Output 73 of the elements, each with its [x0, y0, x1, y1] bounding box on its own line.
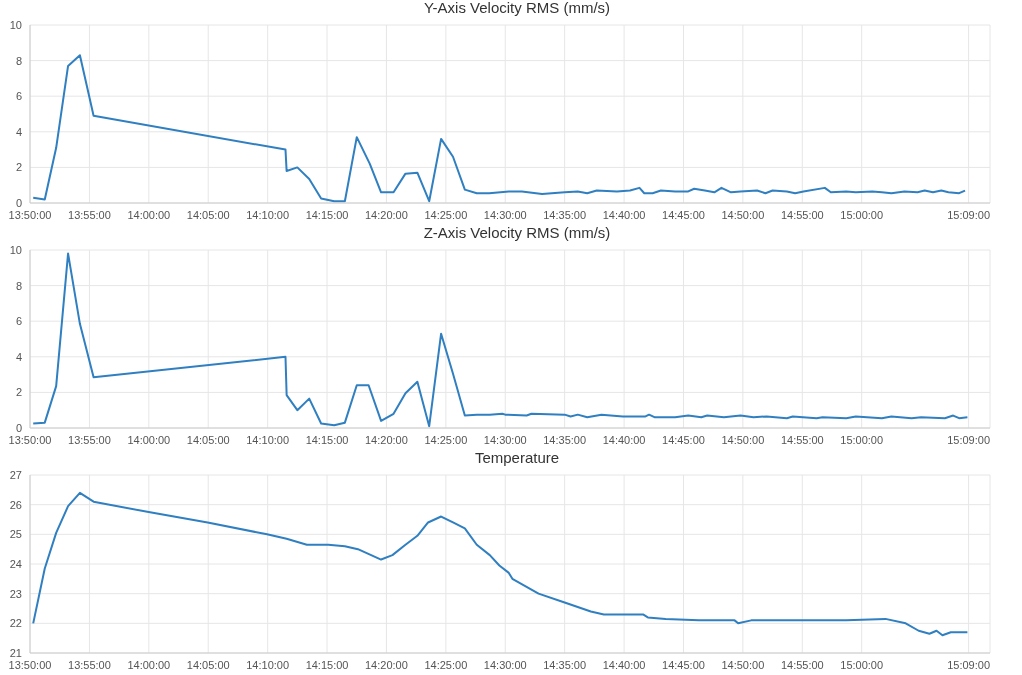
y-tick-label: 6	[15, 315, 22, 328]
x-tick-label: 13:55:00	[68, 208, 111, 221]
x-tick-label: 14:00:00	[127, 208, 171, 221]
y-tick-label: 21	[9, 646, 22, 659]
x-tick-label: 14:25:00	[424, 433, 468, 446]
x-tick-label: 14:00:00	[127, 433, 171, 446]
chart-title: Y-Axis Velocity RMS (mm/s)	[422, 0, 612, 16]
x-tick-label: 14:30:00	[483, 658, 527, 671]
chart-title: Temperature	[473, 449, 561, 466]
x-tick-label: 14:20:00	[365, 658, 408, 671]
line-series	[32, 252, 969, 428]
x-tick-label: 14:00:00	[127, 658, 171, 671]
y-tick-label: 10	[9, 18, 22, 31]
y-tick-label: 2	[15, 386, 22, 399]
x-tick-label: 14:40:00	[602, 433, 646, 446]
y-tick-label: 0	[15, 421, 22, 434]
x-tick-label: 14:35:00	[543, 208, 587, 221]
y-tick-label: 25	[9, 528, 22, 541]
x-tick-label: 14:10:00	[246, 433, 290, 446]
x-tick-label: 14:20:00	[365, 208, 408, 221]
x-tick-label: 14:55:00	[780, 433, 824, 446]
x-tick-label: 13:50:00	[8, 658, 52, 671]
chart-title: Z-Axis Velocity RMS (mm/s)	[422, 224, 612, 241]
x-tick-label: 13:50:00	[8, 433, 52, 446]
y-tick-label: 0	[15, 196, 22, 209]
x-tick-label: 14:30:00	[483, 433, 527, 446]
x-tick-label: 14:10:00	[246, 658, 290, 671]
x-tick-label: 13:50:00	[8, 208, 52, 221]
x-tick-label: 15:09:00	[947, 208, 991, 221]
x-tick-label: 14:15:00	[305, 433, 349, 446]
x-tick-label: 14:25:00	[424, 658, 468, 671]
x-tick-label: 14:40:00	[602, 658, 646, 671]
y-tick-label: 10	[9, 243, 22, 256]
x-tick-label: 14:45:00	[662, 208, 705, 221]
x-tick-label: 14:10:00	[246, 208, 290, 221]
y-tick-label: 22	[9, 617, 22, 630]
x-tick-label: 14:30:00	[483, 208, 527, 221]
x-tick-label: 14:40:00	[602, 208, 646, 221]
x-tick-label: 14:05:00	[186, 658, 230, 671]
y-tick-label: 8	[15, 54, 22, 67]
x-tick-label: 14:35:00	[543, 658, 587, 671]
x-tick-label: 14:05:00	[186, 208, 230, 221]
x-tick-label: 15:00:00	[840, 208, 884, 221]
y-tick-label: 24	[9, 557, 22, 570]
x-tick-label: 13:55:00	[68, 658, 111, 671]
x-tick-label: 15:00:00	[840, 433, 884, 446]
x-tick-label: 14:50:00	[721, 208, 765, 221]
y-tick-label: 6	[15, 90, 22, 103]
x-tick-label: 14:55:00	[780, 658, 824, 671]
x-tick-label: 14:45:00	[662, 433, 705, 446]
x-tick-label: 14:25:00	[424, 208, 468, 221]
x-tick-label: 14:50:00	[721, 658, 765, 671]
y-tick-label: 4	[15, 125, 22, 138]
line-series	[32, 491, 969, 637]
x-tick-label: 14:15:00	[305, 658, 349, 671]
x-tick-label: 15:00:00	[840, 658, 884, 671]
x-tick-label: 13:55:00	[68, 433, 111, 446]
y-tick-label: 2	[15, 161, 22, 174]
x-tick-label: 15:09:00	[947, 433, 991, 446]
y-tick-label: 27	[9, 468, 22, 481]
x-tick-label: 15:09:00	[947, 658, 991, 671]
x-tick-label: 14:35:00	[543, 433, 587, 446]
y-tick-label: 4	[15, 350, 22, 363]
x-tick-label: 14:55:00	[780, 208, 824, 221]
x-tick-label: 14:15:00	[305, 208, 349, 221]
y-tick-label: 23	[9, 587, 22, 600]
line-series	[32, 54, 967, 203]
x-tick-label: 14:50:00	[721, 433, 765, 446]
y-tick-label: 8	[15, 279, 22, 292]
x-tick-label: 14:20:00	[365, 433, 408, 446]
y-tick-label: 26	[9, 498, 22, 511]
x-tick-label: 14:05:00	[186, 433, 230, 446]
x-tick-label: 14:45:00	[662, 658, 705, 671]
